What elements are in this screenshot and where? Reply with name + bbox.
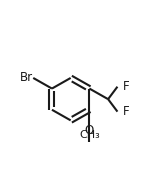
Text: Br: Br bbox=[20, 71, 33, 84]
Text: O: O bbox=[85, 125, 94, 137]
Text: F: F bbox=[122, 80, 129, 93]
Text: F: F bbox=[122, 105, 129, 118]
Text: CH₃: CH₃ bbox=[79, 130, 100, 140]
